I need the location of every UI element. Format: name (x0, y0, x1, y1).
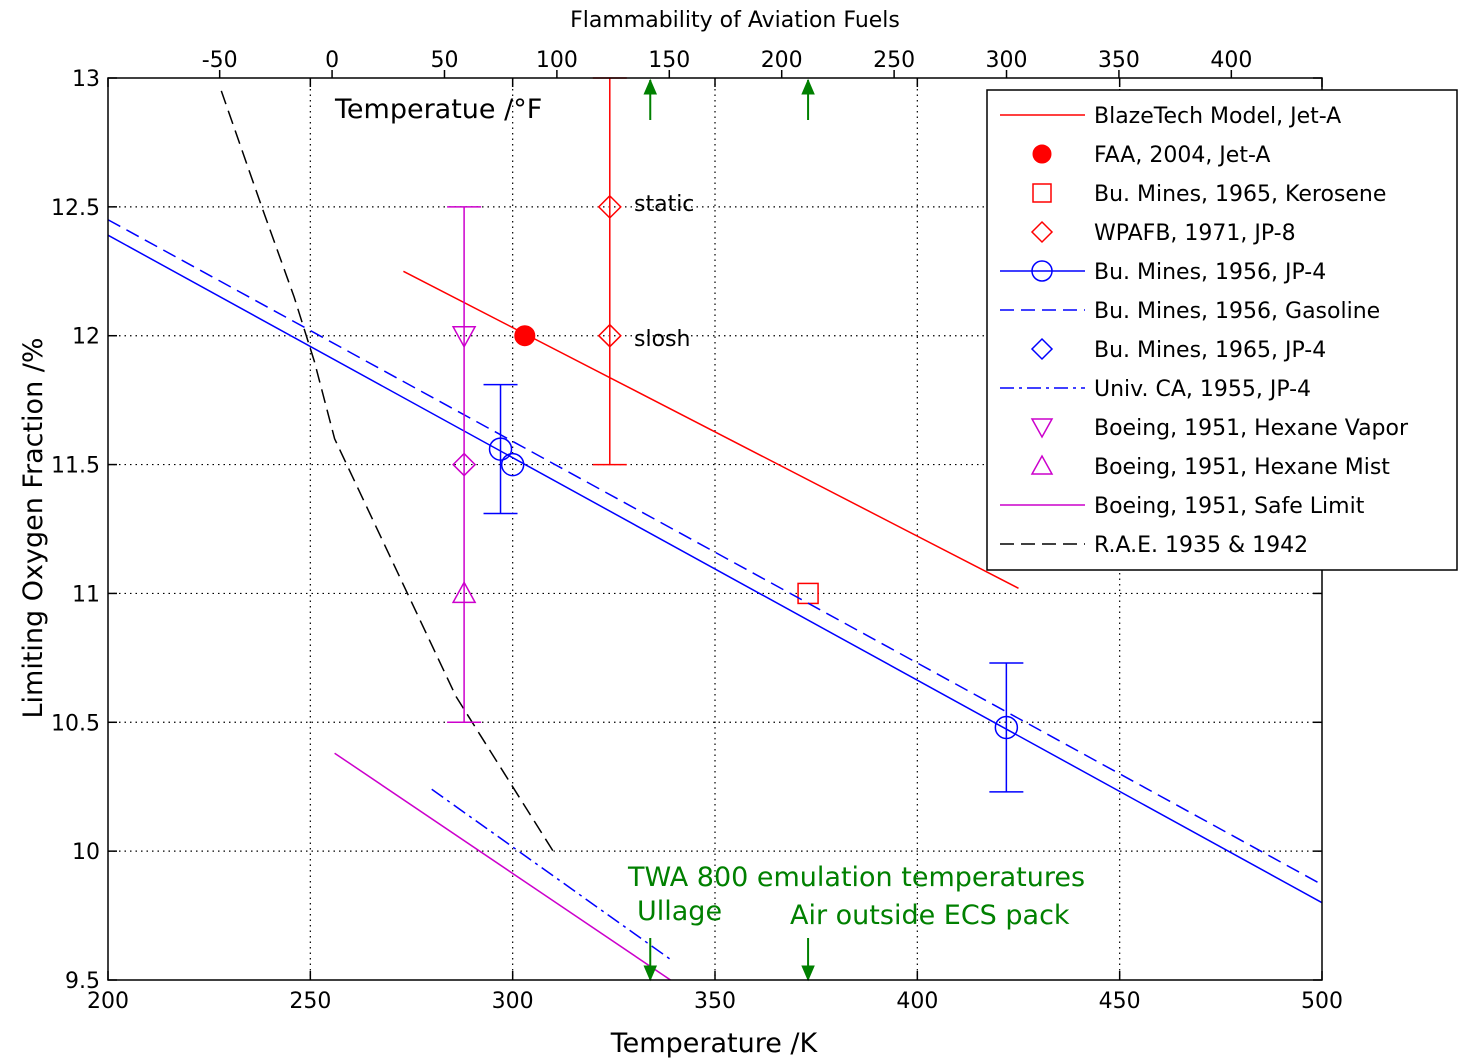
legend-item: FAA, 2004, Jet-A (1032, 143, 1270, 168)
x-tick-label: 250 (289, 989, 331, 1014)
legend-label: WPAFB, 1971, JP-8 (1094, 221, 1296, 246)
series-line (403, 270, 1019, 589)
arrow-head (643, 78, 658, 95)
top-tick-label: 200 (761, 48, 803, 73)
annotation-static: static (634, 192, 694, 217)
annotation-ullage: Ullage (637, 896, 722, 927)
extra-mark (447, 206, 482, 724)
legend-label: Univ. CA, 1955, JP-4 (1094, 377, 1311, 402)
x-tick-label: 300 (492, 989, 534, 1014)
series-7 (431, 788, 671, 960)
top-tick-label: 100 (536, 48, 578, 73)
legend-label: BlazeTech Model, Jet-A (1094, 104, 1341, 129)
series-11 (220, 90, 554, 852)
annotation-air-outside-ecs: Air outside ECS pack (790, 900, 1070, 931)
series-0 (403, 270, 1019, 589)
green-arrows (643, 78, 815, 982)
marker-filled-circle (514, 325, 536, 347)
legend-label: Boeing, 1951, Hexane Vapor (1094, 416, 1409, 441)
legend-item: Bu. Mines, 1956, Gasoline (1000, 299, 1380, 324)
marker-circle (1031, 260, 1053, 282)
legend: BlazeTech Model, Jet-A FAA, 2004, Jet-A Bu… (986, 89, 1458, 571)
legend-label: R.A.E. 1935 & 1942 (1094, 533, 1308, 558)
marker-square (1032, 183, 1052, 203)
x-tick-label: 450 (1099, 989, 1141, 1014)
top-tick-label: 400 (1210, 48, 1252, 73)
legend-label: Bu. Mines, 1965, JP-4 (1094, 338, 1326, 363)
y-tick-label: 12.5 (51, 196, 100, 221)
legend-item: WPAFB, 1971, JP-8 (1030, 220, 1296, 246)
x-tick-label: 350 (694, 989, 736, 1014)
y-tick-label: 12 (72, 325, 100, 350)
series-line (220, 90, 554, 852)
legend-item: Bu. Mines, 1956, JP-4 (1000, 260, 1326, 285)
y-tick-label: 13 (72, 67, 100, 92)
top-tick-label: 250 (873, 48, 915, 73)
series-3 (592, 77, 627, 466)
annotation-twa800: TWA 800 emulation temperatures (627, 862, 1085, 893)
x-tick-label: 400 (896, 989, 938, 1014)
y-tick-label: 10 (72, 840, 100, 865)
legend-item: Bu. Mines, 1965, JP-4 (1030, 337, 1326, 363)
top-tick-label: 150 (648, 48, 690, 73)
top-tick-label: 50 (430, 48, 458, 73)
marker-circle (488, 437, 513, 461)
series-line (107, 234, 1323, 904)
series-layer (107, 77, 1323, 982)
legend-item: Univ. CA, 1955, JP-4 (1000, 377, 1311, 402)
legend-label: Bu. Mines, 1956, Gasoline (1094, 299, 1380, 324)
series-10 (334, 752, 671, 981)
legend-box (986, 89, 1458, 571)
legend-label: Bu. Mines, 1956, JP-4 (1094, 260, 1326, 285)
series-line (334, 752, 671, 981)
legend-label: Boeing, 1951, Safe Limit (1094, 494, 1365, 519)
legend-item: Boeing, 1951, Hexane Mist (1030, 454, 1390, 480)
x-axis-label: Temperature /K (610, 1028, 819, 1059)
legend-label: FAA, 2004, Jet-A (1094, 143, 1270, 168)
marker-triangle-down (1030, 418, 1054, 439)
marker-diamond (597, 194, 622, 219)
x-tick-label: 500 (1301, 989, 1343, 1014)
legend-item: R.A.E. 1935 & 1942 (1000, 533, 1308, 558)
annotation-slosh: slosh (634, 327, 690, 352)
top-tick-label: 300 (986, 48, 1028, 73)
marker-diamond (1030, 220, 1054, 244)
arrow-head (801, 965, 815, 982)
top-tick-label: 0 (325, 48, 339, 73)
series-line (431, 788, 671, 960)
arrow-head (801, 78, 815, 95)
top-tick-label: -50 (202, 48, 238, 73)
series-1 (514, 325, 536, 347)
chart-title: Flammability of Aviation Fuels (570, 8, 900, 33)
y-axis-label: Limiting Oxygen Fraction /% (18, 337, 49, 718)
top-tick-label: 350 (1098, 48, 1140, 73)
arrow-head (643, 965, 658, 982)
legend-item: Boeing, 1951, Hexane Vapor (1030, 416, 1409, 441)
axes-layer: 200 250 300 350 400 450 5009.51010.51111.51212… (51, 48, 1343, 1014)
marker-circle (500, 452, 525, 477)
marker-triangle-up (1030, 454, 1054, 475)
marker-diamond (597, 323, 622, 348)
legend-label: Bu. Mines, 1965, Kerosene (1094, 182, 1386, 207)
y-tick-label: 10.5 (51, 711, 100, 736)
legend-label: Boeing, 1951, Hexane Mist (1094, 455, 1390, 480)
y-tick-label: 11 (72, 582, 100, 607)
y-tick-label: 11.5 (51, 454, 100, 479)
y-tick-label: 9.5 (65, 969, 100, 994)
marker-diamond (1030, 337, 1054, 361)
top-axis-label: Temperatue /°F (334, 94, 542, 125)
marker-filled-circle (1032, 144, 1052, 164)
legend-item: Bu. Mines, 1965, Kerosene (1032, 182, 1386, 207)
series-4 (107, 234, 1323, 904)
x-tick-label: 200 (87, 989, 129, 1014)
marker-circle (994, 715, 1019, 740)
legend-item: Boeing, 1951, Safe Limit (1000, 494, 1365, 519)
legend-item: BlazeTech Model, Jet-A (1000, 104, 1341, 129)
